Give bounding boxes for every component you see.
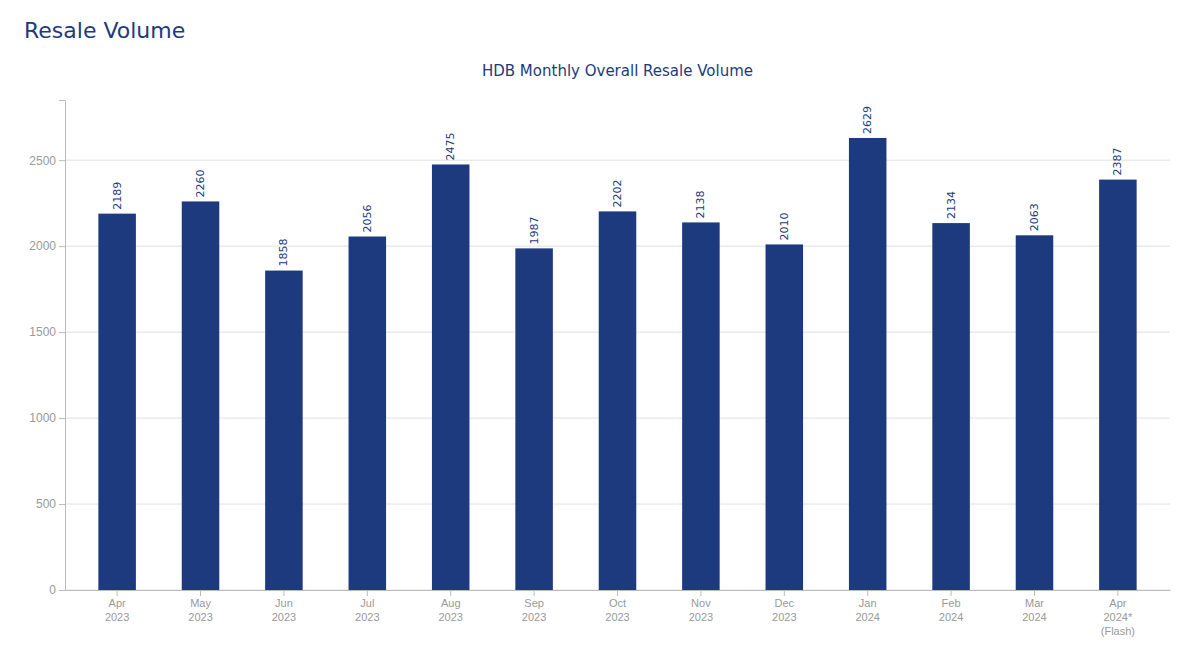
x-tick: Apr2024*(Flash) <box>1101 590 1135 637</box>
y-tick-mark <box>59 160 65 161</box>
data-label: 1858 <box>277 239 290 267</box>
x-tick-label: Nov2023 <box>689 597 713 623</box>
x-tick-mark <box>784 590 785 596</box>
x-tick-label: May2023 <box>188 597 212 623</box>
x-tick-mark <box>283 590 284 596</box>
x-tick-label: Mar2024 <box>1022 597 1046 623</box>
x-tick-label: Sep2023 <box>522 597 546 623</box>
x-tick: Oct2023 <box>605 590 629 623</box>
plot: 2189 2260 1858 2056 2475 1987 2202 2138 2010 2629… <box>29 101 1170 638</box>
x-tick-label: Feb2024 <box>939 597 963 623</box>
y-tick-mark <box>59 504 65 505</box>
data-label: 2202 <box>611 179 624 207</box>
y-tick-mark <box>59 246 65 247</box>
x-tick-mark <box>617 590 618 596</box>
y-tick-label: 2500 <box>29 154 56 168</box>
x-tick-label: Jan2024 <box>855 597 879 623</box>
y-tick-mark <box>59 418 65 419</box>
data-label: 2010 <box>778 212 791 240</box>
x-tick-label: Jun2023 <box>272 597 296 623</box>
x-tick-mark <box>700 590 701 596</box>
y-tick: 1000 <box>29 411 65 425</box>
bar <box>849 138 887 590</box>
data-label: 2629 <box>861 106 874 134</box>
data-label: 1987 <box>528 216 541 244</box>
x-tick-mark <box>450 590 451 596</box>
y-tick-label: 1000 <box>29 411 56 425</box>
x-tick-label: Apr2023 <box>105 597 129 623</box>
bar <box>599 211 637 590</box>
y-tick: 0 <box>49 583 65 597</box>
x-tick: Sep2023 <box>522 590 546 623</box>
chart: Resale Volume HDB Monthly Overall Resale … <box>0 0 1200 670</box>
y-tick: 2000 <box>29 239 65 253</box>
title: Resale Volume <box>24 18 185 43</box>
bar <box>766 244 804 590</box>
bar <box>932 223 970 590</box>
y-tick-label: 0 <box>49 583 56 597</box>
data-label: 2134 <box>945 191 958 219</box>
bar <box>182 201 220 590</box>
x-tick: Jan2024 <box>855 590 879 623</box>
y-axis-line <box>59 101 66 591</box>
data-label: 2260 <box>194 169 207 197</box>
y-tick-mark <box>59 590 65 591</box>
x-tick-label: Oct2023 <box>605 597 629 623</box>
x-tick: Apr2023 <box>105 590 129 623</box>
x-tick: Nov2023 <box>689 590 713 623</box>
bar <box>265 271 303 590</box>
data-labels: 2189 2260 1858 2056 2475 1987 2202 2138 2010 2629… <box>111 106 1125 267</box>
data-label: 2056 <box>361 205 374 233</box>
x-tick-mark <box>117 590 118 596</box>
x-tick-label: Apr2024*(Flash) <box>1101 597 1135 638</box>
y-tick: 500 <box>36 497 65 511</box>
x-tick-mark <box>367 590 368 596</box>
x-tick-mark <box>951 590 952 596</box>
x-tick: Aug2023 <box>438 590 462 623</box>
bar <box>682 222 720 590</box>
data-label: 2387 <box>1111 148 1124 176</box>
x-tick-mark <box>1034 590 1035 596</box>
data-label: 2475 <box>444 132 457 160</box>
x-tick-mark <box>200 590 201 596</box>
x-tick-label: Dec2023 <box>772 597 796 623</box>
data-label: 2189 <box>111 182 124 210</box>
data-label: 2138 <box>694 190 707 218</box>
y-tick: 1500 <box>29 325 65 339</box>
y-tick: 2500 <box>29 154 65 168</box>
bar <box>432 164 470 590</box>
x-tick-mark <box>1117 590 1118 596</box>
bar <box>98 214 136 590</box>
x-tick-label: Aug2023 <box>438 597 462 623</box>
x-tick-mark <box>534 590 535 596</box>
y-axis: 0 500 1000 1500 2000 2500 <box>29 101 65 598</box>
bar <box>1016 235 1054 590</box>
x-tick-label: Jul2023 <box>355 597 379 623</box>
subtitle: HDB Monthly Overall Resale Volume <box>482 62 753 80</box>
bar <box>515 248 553 590</box>
x-tick-mark <box>867 590 868 596</box>
grid <box>65 160 1170 590</box>
y-tick-label: 2000 <box>29 239 56 253</box>
y-tick-mark <box>59 332 65 333</box>
x-tick: May2023 <box>188 590 212 623</box>
bar <box>1099 180 1137 590</box>
x-tick: Jun2023 <box>272 590 296 623</box>
x-tick: Jul2023 <box>355 590 379 623</box>
y-tick-label: 500 <box>36 497 56 511</box>
grid-line <box>65 160 1170 161</box>
x-tick: Dec2023 <box>772 590 796 623</box>
y-tick-label: 1500 <box>29 325 56 339</box>
x-tick: Feb2024 <box>939 590 963 623</box>
data-label: 2063 <box>1028 203 1041 231</box>
x-axis: Apr2023 May2023 Jun2023 Jul2023 Aug2023 Sep20… <box>66 590 1171 637</box>
bar <box>349 237 387 590</box>
x-tick: Mar2024 <box>1022 590 1046 623</box>
bars <box>98 138 1136 590</box>
